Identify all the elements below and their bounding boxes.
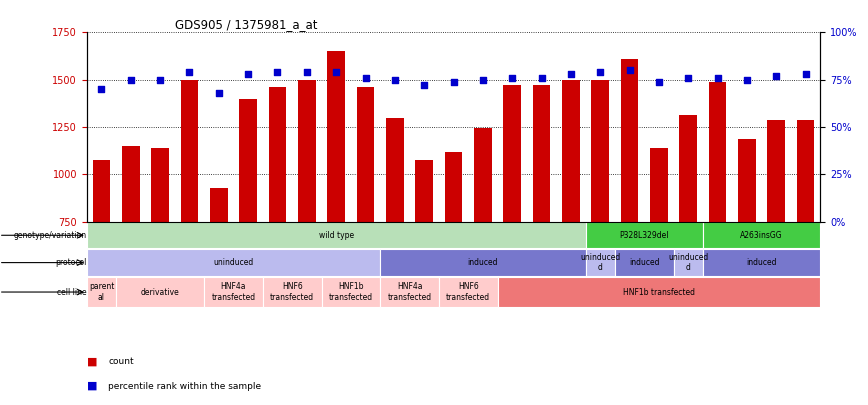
Text: A263insGG: A263insGG	[740, 231, 783, 240]
Bar	[797, 120, 814, 222]
Text: induced: induced	[746, 258, 777, 267]
Bar	[416, 160, 433, 222]
Point	[799, 71, 812, 77]
Text: uninduced
d: uninduced d	[668, 253, 708, 272]
Bar	[263, 277, 321, 307]
Bar	[87, 222, 586, 248]
Point	[124, 77, 138, 83]
Text: induced: induced	[629, 258, 660, 267]
Bar	[327, 51, 345, 222]
Bar	[93, 160, 110, 222]
Point	[652, 78, 666, 85]
Bar	[380, 249, 586, 276]
Bar	[767, 120, 785, 222]
Text: cell line: cell line	[57, 288, 87, 296]
Bar	[210, 188, 227, 222]
Text: induced: induced	[468, 258, 498, 267]
Point	[476, 77, 490, 83]
Point	[535, 75, 549, 81]
Text: GDS905 / 1375981_a_at: GDS905 / 1375981_a_at	[174, 18, 318, 31]
Bar	[151, 148, 169, 222]
Point	[418, 82, 431, 89]
Bar	[357, 87, 374, 222]
Bar	[116, 277, 204, 307]
Bar	[439, 277, 497, 307]
Bar	[615, 249, 674, 276]
Bar	[703, 249, 820, 276]
Bar	[87, 277, 116, 307]
Point	[154, 77, 168, 83]
Text: uninduced
d: uninduced d	[580, 253, 621, 272]
Point	[681, 75, 695, 81]
Point	[447, 78, 461, 85]
Bar	[562, 80, 580, 222]
Text: count: count	[108, 358, 135, 367]
Bar	[298, 80, 316, 222]
Text: wild type: wild type	[319, 231, 354, 240]
Point	[769, 72, 783, 79]
Bar	[591, 80, 609, 222]
Point	[564, 71, 578, 77]
Point	[241, 71, 255, 77]
Point	[358, 75, 372, 81]
Bar	[503, 85, 521, 222]
Point	[594, 69, 608, 75]
Text: HNF1b transfected: HNF1b transfected	[623, 288, 695, 296]
Bar	[680, 115, 697, 222]
Bar	[586, 222, 703, 248]
Text: ■: ■	[87, 356, 97, 367]
Point	[329, 69, 343, 75]
Bar	[444, 151, 463, 222]
Bar	[533, 85, 550, 222]
Text: protocol: protocol	[56, 258, 87, 267]
Bar	[703, 222, 820, 248]
Text: uninduced: uninduced	[214, 258, 253, 267]
Text: HNF6
transfected: HNF6 transfected	[446, 282, 490, 302]
Bar	[386, 117, 404, 222]
Bar	[650, 148, 667, 222]
Text: HNF4a
transfected: HNF4a transfected	[387, 282, 431, 302]
Point	[271, 69, 285, 75]
Text: percentile rank within the sample: percentile rank within the sample	[108, 382, 261, 391]
Bar	[122, 146, 140, 222]
Bar	[87, 249, 380, 276]
Text: HNF1b
transfected: HNF1b transfected	[329, 282, 373, 302]
Text: parent
al: parent al	[89, 282, 115, 302]
Point	[622, 67, 636, 73]
Bar	[621, 59, 638, 222]
Point	[388, 77, 402, 83]
Point	[95, 86, 108, 92]
Bar	[586, 249, 615, 276]
Text: derivative: derivative	[141, 288, 180, 296]
Bar	[497, 277, 820, 307]
Text: HNF6
transfected: HNF6 transfected	[270, 282, 314, 302]
Bar	[204, 277, 263, 307]
Text: ■: ■	[87, 381, 97, 391]
Bar	[674, 249, 703, 276]
Bar	[269, 87, 286, 222]
Point	[505, 75, 519, 81]
Bar	[380, 277, 439, 307]
Text: HNF4a
transfected: HNF4a transfected	[212, 282, 255, 302]
Point	[740, 77, 754, 83]
Point	[182, 69, 196, 75]
Point	[300, 69, 314, 75]
Text: genotype/variation: genotype/variation	[14, 231, 87, 240]
Point	[212, 90, 226, 96]
Bar	[321, 277, 380, 307]
Bar	[709, 81, 727, 222]
Bar	[474, 128, 491, 222]
Bar	[738, 139, 756, 222]
Text: P328L329del: P328L329del	[620, 231, 669, 240]
Bar	[181, 80, 198, 222]
Bar	[240, 99, 257, 222]
Point	[711, 75, 725, 81]
